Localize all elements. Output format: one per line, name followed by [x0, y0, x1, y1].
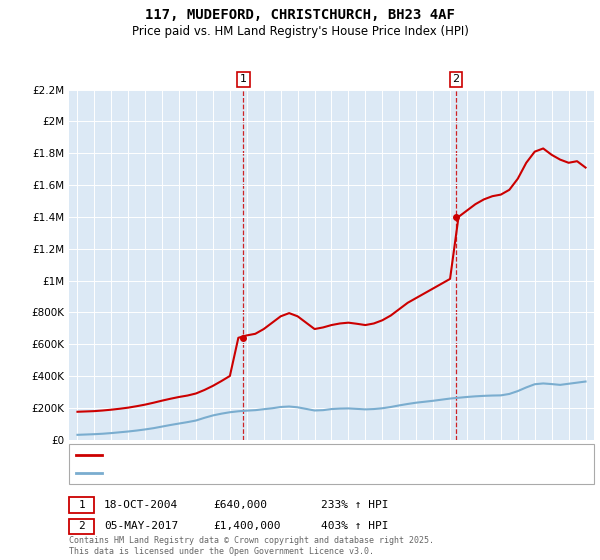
Text: HPI: Average price, semi-detached house, Bournemouth Christchurch and Poole: HPI: Average price, semi-detached house,… [107, 468, 547, 478]
Text: 05-MAY-2017: 05-MAY-2017 [104, 521, 178, 531]
Text: 2: 2 [452, 74, 460, 85]
Text: 2: 2 [78, 521, 85, 531]
Text: 1: 1 [78, 500, 85, 510]
Text: 403% ↑ HPI: 403% ↑ HPI [321, 521, 389, 531]
Text: £640,000: £640,000 [213, 500, 267, 510]
Text: £1,400,000: £1,400,000 [213, 521, 281, 531]
Text: Price paid vs. HM Land Registry's House Price Index (HPI): Price paid vs. HM Land Registry's House … [131, 25, 469, 38]
Text: 117, MUDEFORD, CHRISTCHURCH, BH23 4AF (semi-detached house): 117, MUDEFORD, CHRISTCHURCH, BH23 4AF (s… [107, 450, 454, 460]
Text: 18-OCT-2004: 18-OCT-2004 [104, 500, 178, 510]
Text: 117, MUDEFORD, CHRISTCHURCH, BH23 4AF: 117, MUDEFORD, CHRISTCHURCH, BH23 4AF [145, 8, 455, 22]
Text: 1: 1 [240, 74, 247, 85]
Text: 233% ↑ HPI: 233% ↑ HPI [321, 500, 389, 510]
Text: Contains HM Land Registry data © Crown copyright and database right 2025.
This d: Contains HM Land Registry data © Crown c… [69, 536, 434, 556]
